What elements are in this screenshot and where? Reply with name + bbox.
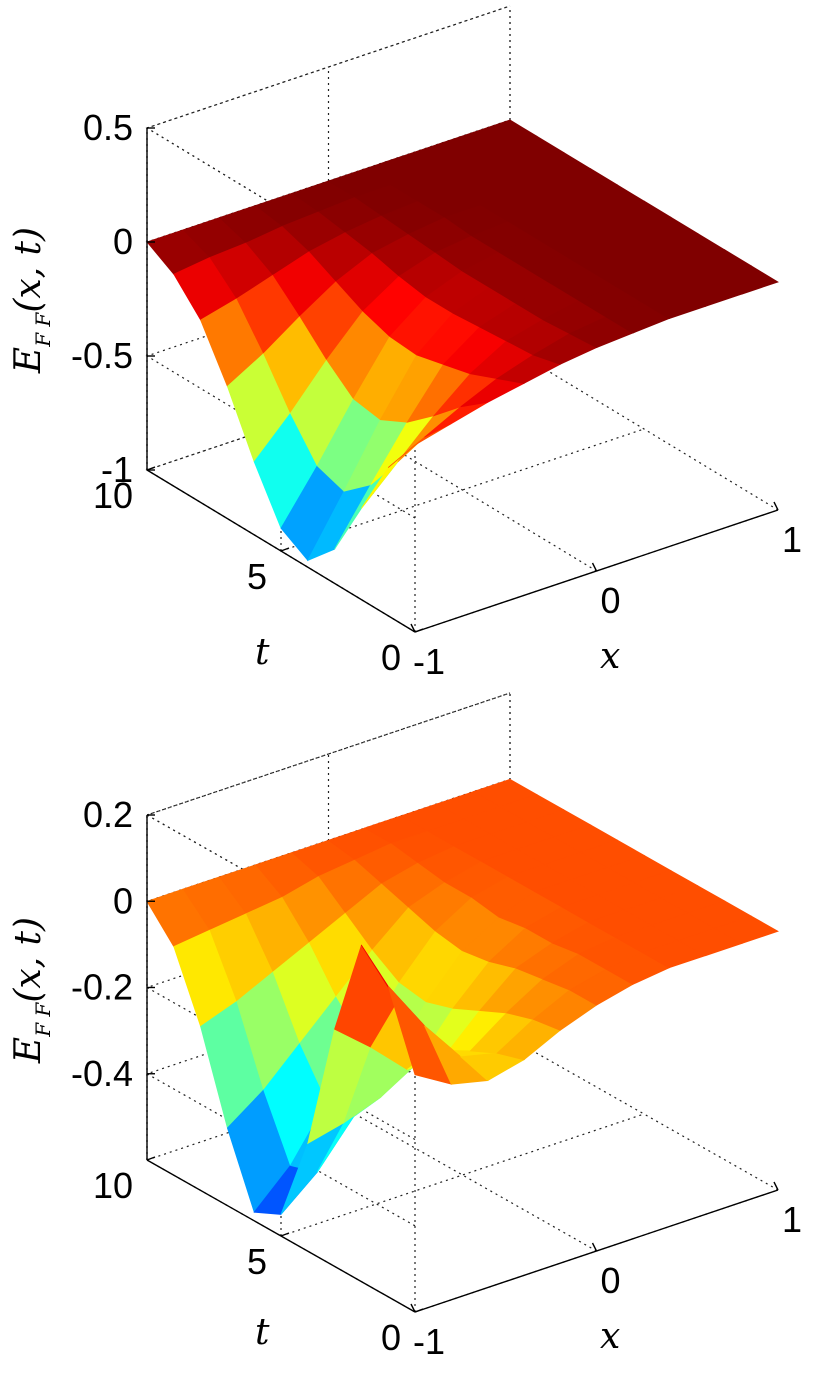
t-axis-label: t: [255, 1312, 270, 1353]
surface-patch: [713, 915, 779, 944]
t-tick-label: 10: [93, 475, 133, 516]
z-tick-label: -0.5: [71, 335, 133, 376]
grid-line: [145, 951, 511, 1227]
z-axis-label: EF F(x, t): [8, 227, 55, 374]
x-axis-label: x: [600, 1316, 620, 1357]
x-tick-mark: [591, 562, 598, 572]
grid-line: [509, 347, 779, 511]
t-tick-mark: [280, 1232, 290, 1237]
grid-line: [146, 5, 511, 129]
t-tick-mark: [280, 547, 290, 552]
t-tick-label: 10: [93, 1165, 133, 1206]
z-tick-label: -0.4: [71, 1053, 133, 1094]
grid-line: [328, 408, 597, 572]
x-tick-mark: [773, 1181, 779, 1191]
t-tick-label: 5: [247, 1241, 267, 1282]
t-tick-label: 0: [381, 637, 401, 678]
z-axis-label: EF F(x, t): [8, 917, 55, 1064]
axes: [146, 127, 779, 633]
x-tick-mark: [591, 1242, 598, 1252]
z-tick-label: 0.5: [83, 107, 133, 148]
x-axis-label: x: [600, 636, 620, 677]
x-tick-label: -1: [413, 1321, 445, 1362]
axes: [146, 814, 779, 1313]
x-tick-label: 1: [782, 519, 802, 560]
t-tick-mark: [146, 1156, 156, 1161]
grid-line: [146, 692, 511, 816]
z-tick-label: 0: [113, 221, 133, 262]
z-tick-label: -1: [101, 449, 133, 490]
t-tick-mark: [414, 1308, 424, 1313]
z-tick-label: 0: [113, 880, 133, 921]
grid-line: [280, 428, 645, 552]
t-tick-label: 0: [381, 1317, 401, 1358]
x-tick-mark: [773, 501, 779, 511]
z-tick-label: 0.2: [83, 794, 133, 835]
surface-mesh: [146, 119, 779, 562]
grid-line: [328, 1098, 597, 1252]
surface-patch: [713, 265, 779, 295]
t-axis-label: t: [255, 632, 270, 673]
x-tick-label: 1: [782, 1199, 802, 1240]
t-tick-label: 5: [247, 556, 267, 597]
surface-mesh: [146, 778, 779, 1215]
grid-line: [509, 1037, 779, 1191]
x-tick-mark: [410, 1303, 416, 1313]
x-tick-label: -1: [413, 641, 445, 682]
z-tick-label: -0.2: [71, 967, 133, 1008]
grid-line: [280, 1113, 645, 1237]
t-tick-mark: [414, 628, 424, 633]
t-tick-mark: [146, 466, 156, 471]
x-tick-label: 0: [600, 580, 620, 621]
x-tick-label: 0: [600, 1260, 620, 1301]
x-tick-mark: [410, 623, 416, 633]
